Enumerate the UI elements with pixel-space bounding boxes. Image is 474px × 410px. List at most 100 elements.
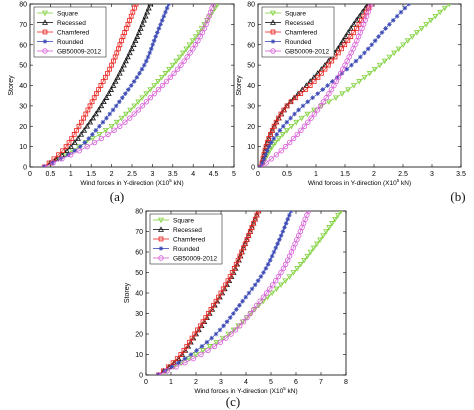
data-point [304, 111, 311, 118]
data-point [330, 79, 335, 84]
x-tick-label: 6 [294, 379, 298, 386]
data-point [319, 70, 324, 76]
data-point [263, 160, 269, 166]
x-tick-label: 0.5 [46, 171, 56, 178]
data-point [223, 335, 229, 341]
data-point [131, 79, 137, 84]
data-point [279, 132, 286, 138]
data-point [284, 103, 290, 109]
y-tick-label: 40 [247, 83, 255, 90]
data-point [323, 229, 330, 235]
data-point [447, 4, 452, 8]
data-point [307, 83, 313, 88]
data-point [128, 45, 135, 52]
data-point [93, 128, 99, 133]
data-point [198, 26, 205, 32]
data-point [209, 335, 214, 341]
data-point [102, 128, 109, 134]
data-point [136, 29, 142, 35]
data-point [286, 139, 293, 146]
data-point [268, 140, 274, 145]
y-tick-label: 40 [135, 291, 143, 298]
data-point [356, 79, 363, 85]
data-point [113, 119, 120, 126]
x-axis-label: Wind forces in Y-direction (X105 kN) [308, 178, 411, 187]
legend-marker [270, 48, 276, 54]
data-point [112, 78, 119, 84]
data-point [350, 83, 357, 89]
data-point [278, 233, 284, 238]
data-point [320, 87, 326, 92]
data-point [98, 102, 105, 109]
y-tick-label: 0 [251, 165, 255, 172]
data-point [273, 286, 280, 293]
x-tick-label: 3.5 [168, 171, 178, 178]
data-point [418, 26, 425, 32]
data-point [371, 66, 378, 73]
data-point [255, 278, 261, 283]
y-tick-label: 30 [19, 103, 27, 110]
y-axis-label: Storey [8, 75, 15, 96]
data-point [240, 298, 245, 304]
data-point [267, 257, 273, 263]
data-point [205, 347, 211, 354]
data-point [224, 319, 230, 324]
data-point [275, 241, 280, 247]
data-point [329, 221, 336, 227]
data-point [141, 62, 147, 68]
data-point [298, 115, 305, 122]
y-tick-label: 60 [135, 250, 143, 257]
series-line-gb50009-2012 [260, 4, 372, 167]
data-point [293, 95, 299, 101]
data-point [345, 29, 352, 35]
data-point [185, 356, 192, 362]
data-point [349, 62, 354, 68]
data-point [284, 119, 290, 125]
data-point [147, 95, 154, 101]
data-point [398, 9, 404, 15]
data-point [139, 103, 146, 109]
data-point [58, 156, 63, 162]
data-point [163, 78, 170, 85]
data-point [133, 4, 139, 7]
data-point [294, 266, 301, 272]
data-point [249, 286, 255, 292]
legend-label: Square [285, 11, 306, 18]
data-point [379, 30, 385, 35]
data-point [59, 156, 65, 162]
series-line-chamfered [260, 4, 372, 167]
data-point [114, 74, 121, 80]
data-point [231, 311, 236, 316]
data-point [75, 135, 81, 141]
x-tick-label: 3 [430, 171, 434, 178]
data-point [263, 290, 270, 296]
data-point [366, 71, 373, 77]
data-point [273, 245, 279, 251]
data-point [164, 368, 170, 374]
data-point [118, 66, 125, 72]
data-point [336, 50, 341, 56]
y-tick-label: 0 [139, 373, 143, 380]
data-point [148, 46, 154, 52]
legend-marker [158, 246, 164, 251]
data-point [293, 119, 300, 126]
data-point [323, 95, 329, 101]
data-point [342, 62, 348, 68]
data-point [91, 139, 98, 146]
panel-caption: (c) [226, 394, 240, 409]
data-point [427, 18, 434, 24]
data-point [78, 131, 85, 137]
data-point [100, 98, 107, 105]
data-point [395, 46, 402, 52]
data-point [260, 160, 265, 166]
data-point [167, 74, 174, 81]
data-point [186, 42, 193, 48]
data-point [237, 303, 242, 308]
data-point [288, 99, 294, 105]
data-point [305, 119, 311, 125]
data-point [95, 106, 102, 113]
data-point [243, 294, 249, 300]
x-tick-label: 4 [244, 379, 248, 386]
x-axis-label: Wind forces in Y-direction (X105 kN) [80, 178, 183, 187]
data-point [159, 18, 165, 23]
